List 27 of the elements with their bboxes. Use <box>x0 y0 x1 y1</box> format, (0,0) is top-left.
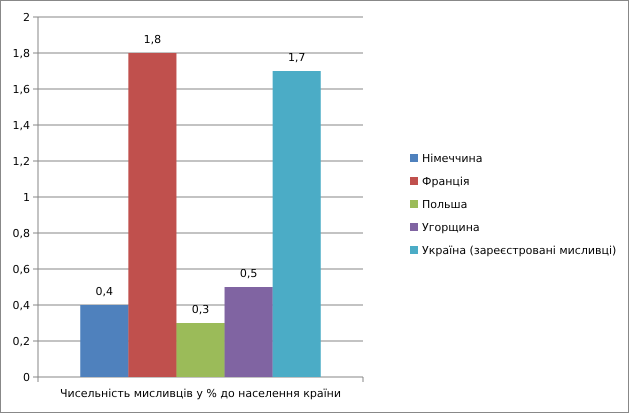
y-tick-label: 0,4 <box>12 298 30 312</box>
legend-label: Угорщина <box>422 220 480 234</box>
y-tick-label: 0,8 <box>12 226 30 240</box>
bar <box>80 305 128 377</box>
legend-label: Польша <box>422 198 468 211</box>
y-tick-label: 1,8 <box>12 46 30 60</box>
data-label: 1,8 <box>144 33 162 46</box>
y-tick-label: 0 <box>23 370 30 384</box>
data-label: 0,3 <box>192 303 210 316</box>
bar <box>176 323 225 377</box>
bar <box>272 71 321 377</box>
y-tick-label: 2 <box>23 10 30 24</box>
legend-label: Німеччина <box>422 152 482 165</box>
y-tick-label: 1,4 <box>12 118 30 132</box>
legend-label: Україна (зареєстровані мисливці) <box>422 244 616 257</box>
y-tick-label: 1,2 <box>12 154 30 168</box>
data-label: 0,5 <box>240 267 258 280</box>
x-tick-label: Чисельність мисливців у % до населення країни <box>60 387 341 400</box>
y-tick-label: 1 <box>23 190 30 204</box>
y-tick-label: 0,2 <box>12 334 30 348</box>
data-label: 0,4 <box>96 285 114 298</box>
legend-label: Франція <box>422 174 470 188</box>
y-tick-label: 1,6 <box>12 82 30 96</box>
data-label: 1,7 <box>288 51 306 64</box>
y-tick-label: 0,6 <box>12 262 30 276</box>
bar <box>224 287 273 377</box>
bar <box>128 53 176 377</box>
